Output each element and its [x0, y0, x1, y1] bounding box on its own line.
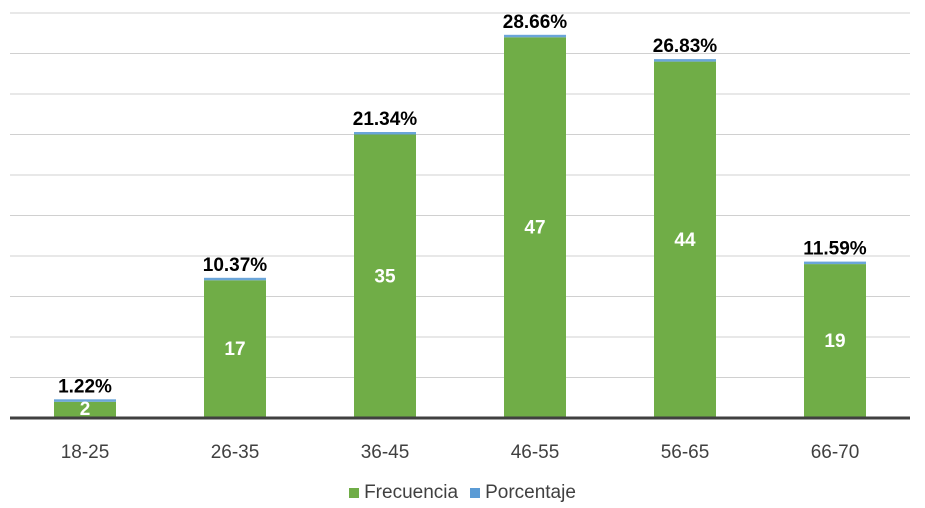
- x-tick-label: 26-35: [211, 442, 260, 463]
- data-label-frecuencia: 17: [224, 339, 245, 360]
- data-label-porcentaje: 11.59%: [803, 239, 866, 260]
- bar-porcentaje: [654, 59, 716, 62]
- data-label-frecuencia: 2: [80, 399, 91, 420]
- legend-swatch-frecuencia: [349, 488, 360, 498]
- legend-label-frecuencia: Frecuencia: [364, 482, 459, 503]
- data-label-frecuencia: 47: [524, 218, 545, 239]
- data-label-porcentaje: 28.66%: [503, 12, 568, 33]
- data-label-frecuencia: 19: [824, 331, 845, 352]
- bar-frecuencia: [54, 401, 116, 418]
- legend-label-porcentaje: Porcentaje: [485, 482, 576, 503]
- x-tick-label: 66-70: [811, 442, 860, 463]
- bar-porcentaje: [804, 261, 866, 265]
- legend-item-porcentaje: Porcentaje: [470, 482, 576, 504]
- data-label-porcentaje: 21.34%: [353, 109, 418, 130]
- bars: [54, 34, 866, 419]
- x-tick-label: 56-65: [661, 442, 710, 463]
- x-tick-label: 18-25: [61, 442, 110, 463]
- legend-item-frecuencia: Frecuencia: [349, 482, 458, 504]
- legend: Frecuencia Porcentaje: [0, 482, 925, 504]
- bar-porcentaje: [504, 34, 566, 38]
- data-label-frecuencia: 35: [374, 266, 396, 287]
- x-axis-ticks: 18-25 26-35 36-45 46-55 56-65 66-70: [61, 442, 860, 463]
- bar-frecuencia: [654, 61, 716, 418]
- x-tick-label: 36-45: [361, 442, 410, 463]
- data-label-porcentaje: 26.83%: [653, 36, 718, 57]
- legend-swatch-porcentaje: [470, 488, 481, 498]
- gridlines: [10, 12, 910, 378]
- bar-porcentaje: [204, 277, 266, 281]
- data-labels: 21.22% 17 10.37% 35 21.34% 47 28.66% 44 26.83% 19…: [58, 12, 867, 420]
- bar-frecuencia: [804, 264, 866, 418]
- data-label-porcentaje: 1.22%: [58, 376, 112, 397]
- bar-frecuencia: [204, 280, 266, 418]
- bar-porcentaje: [354, 132, 416, 135]
- bar-frecuencia: [354, 134, 416, 418]
- x-tick-label: 46-55: [511, 442, 560, 463]
- bar-frecuencia: [504, 37, 566, 419]
- data-label-frecuencia: 44: [674, 230, 696, 251]
- bar-porcentaje: [54, 399, 116, 402]
- data-label-porcentaje: 10.37%: [203, 255, 268, 276]
